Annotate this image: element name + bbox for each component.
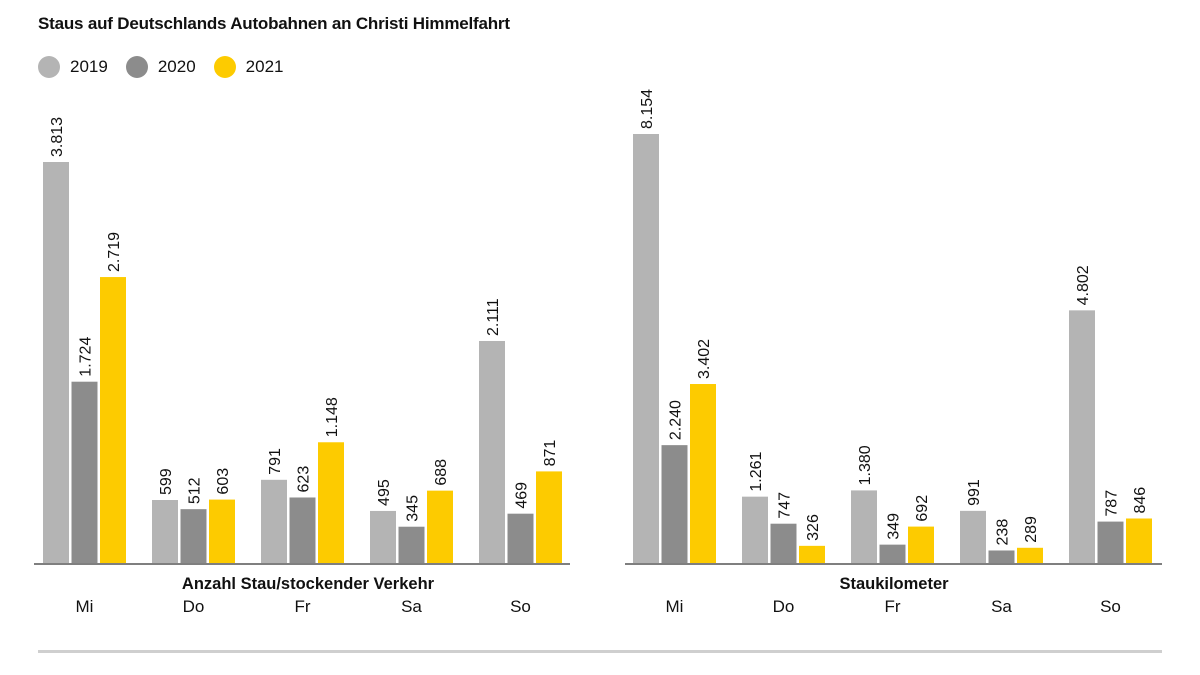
data-label-chart1-Sa-2020: 345 [405, 495, 422, 522]
x-tick-label-chart2-Do: Do [773, 597, 795, 616]
bar-chart2-Do-2021 [799, 545, 825, 563]
bar-chart2-So-2020 [1097, 521, 1124, 563]
x-tick-label-chart2-So: So [1100, 597, 1121, 616]
data-label-chart1-Mi-2019: 3.813 [49, 117, 66, 157]
legend-item-2021: 2021 [213, 56, 284, 78]
data-label-chart2-Fr-2021: 692 [914, 495, 931, 522]
data-label-chart1-Sa-2021: 688 [433, 459, 450, 486]
bar-chart2-Do-2020 [770, 523, 797, 563]
bar-chart1-Fr-2020 [289, 497, 316, 563]
data-label-chart2-So-2019: 4.802 [1075, 265, 1092, 305]
x-tick-label-chart2-Mi: Mi [666, 597, 684, 616]
data-label-chart2-Fr-2020: 349 [886, 513, 903, 540]
chart-subtitle-2: Staukilometer [839, 575, 949, 593]
bar-chart1-Do-2019 [152, 500, 178, 563]
bar-chart1-Mi-2020 [71, 381, 98, 563]
bar-chart1-So-2020 [507, 513, 534, 563]
data-label-chart1-Mi-2020: 1.724 [78, 337, 95, 377]
data-label-chart1-Fr-2019: 791 [267, 448, 284, 475]
data-label-chart2-So-2021: 846 [1132, 487, 1149, 514]
bar-chart1-Do-2020 [180, 509, 207, 563]
data-label-chart1-So-2021: 871 [542, 440, 559, 467]
chart-subtitle-1: Anzahl Stau/stockender Verkehr [182, 575, 435, 593]
legend-label-2019: 2019 [70, 57, 108, 76]
data-label-chart2-Mi-2021: 3.402 [696, 339, 713, 379]
bar-chart2-So-2019 [1069, 310, 1095, 563]
bar-chart2-Fr-2020 [879, 544, 906, 563]
x-tick-label-chart2-Sa: Sa [991, 597, 1012, 616]
bar-chart2-Sa-2019 [960, 510, 986, 563]
data-label-chart2-Sa-2019: 991 [966, 479, 983, 506]
chart-title: Staus auf Deutschlands Autobahnen an Chr… [38, 14, 510, 33]
data-label-chart2-So-2020: 787 [1104, 490, 1121, 517]
bar-chart2-Fr-2021 [908, 526, 934, 563]
legend-label-2021: 2021 [245, 57, 284, 76]
x-tick-label-chart1-Do: Do [183, 597, 205, 616]
data-label-chart2-Sa-2021: 289 [1023, 516, 1040, 543]
data-label-chart2-Mi-2019: 8.154 [639, 89, 656, 129]
legend-swatch-2019 [38, 56, 60, 78]
x-tick-label-chart1-Sa: Sa [401, 597, 422, 616]
data-label-chart1-So-2020: 469 [514, 482, 531, 509]
bar-chart2-So-2021 [1126, 518, 1152, 563]
data-label-chart1-Do-2020: 512 [187, 477, 204, 504]
x-tick-label-chart1-So: So [510, 597, 531, 616]
bar-chart2-Mi-2019 [633, 134, 659, 563]
bar-chart1-Mi-2019 [43, 162, 69, 563]
footer-divider [38, 650, 1162, 653]
x-tick-label-chart1-Fr: Fr [294, 597, 310, 616]
legend-swatch-2021 [213, 56, 236, 78]
bar-chart1-Fr-2021 [318, 442, 344, 563]
bar-chart2-Sa-2020 [988, 550, 1015, 563]
data-label-chart1-Mi-2021: 2.719 [106, 232, 123, 272]
bar-chart2-Sa-2021 [1017, 547, 1043, 563]
x-tick-label-chart2-Fr: Fr [884, 597, 900, 616]
bar-chart2-Fr-2019 [851, 490, 877, 563]
data-label-chart2-Do-2020: 747 [777, 492, 794, 519]
data-label-chart2-Fr-2019: 1.380 [857, 445, 874, 485]
bar-chart1-Sa-2021 [427, 490, 453, 563]
bar-chart1-Sa-2019 [370, 510, 396, 563]
legend: 2019 2020 2021 [38, 56, 301, 78]
legend-swatch-2020 [125, 56, 148, 78]
data-label-chart2-Do-2019: 1.261 [748, 452, 765, 492]
legend-item-2020: 2020 [125, 56, 196, 78]
bar-chart1-Mi-2021 [100, 277, 126, 563]
legend-label-2020: 2020 [157, 57, 196, 76]
legend-item-2019: 2019 [38, 56, 108, 78]
bar-chart1-Sa-2020 [398, 526, 425, 563]
data-label-chart2-Sa-2020: 238 [995, 519, 1012, 546]
bar-chart2-Do-2019 [742, 496, 768, 563]
data-label-chart2-Do-2021: 326 [805, 514, 822, 541]
x-tick-label-chart1-Mi: Mi [76, 597, 94, 616]
data-label-chart1-So-2019: 2.111 [485, 298, 502, 336]
bar-chart1-So-2019 [479, 340, 505, 563]
data-label-chart1-Do-2021: 603 [215, 468, 232, 495]
data-label-chart1-Fr-2021: 1.148 [324, 397, 341, 437]
data-label-chart1-Sa-2019: 495 [376, 479, 393, 506]
bar-chart2-Mi-2021 [690, 384, 716, 563]
data-label-chart1-Fr-2020: 623 [296, 466, 313, 493]
data-label-chart1-Do-2019: 599 [158, 468, 175, 495]
bar-chart2-Mi-2020 [661, 445, 688, 563]
bar-chart1-Fr-2019 [261, 479, 287, 563]
data-label-chart2-Mi-2020: 2.240 [668, 400, 685, 440]
bar-chart1-Do-2021 [209, 499, 235, 563]
bar-chart1-So-2021 [536, 471, 562, 563]
